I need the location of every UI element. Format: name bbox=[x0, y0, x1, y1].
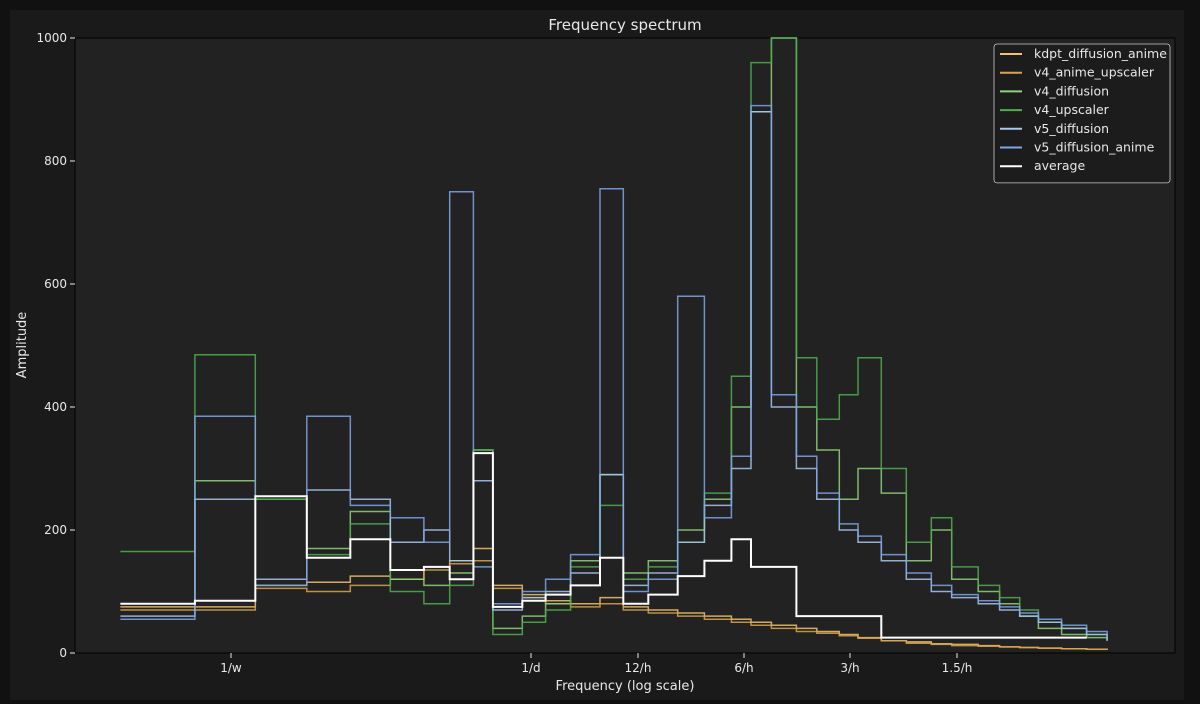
x-tick-label: 1.5/h bbox=[942, 661, 973, 675]
x-axis-label: Frequency (log scale) bbox=[556, 679, 695, 694]
x-tick-label: 6/h bbox=[734, 661, 753, 675]
x-tick-label: 3/h bbox=[840, 661, 859, 675]
legend-label: kdpt_diffusion_anime bbox=[1034, 46, 1167, 61]
x-tick-label: 12/h bbox=[625, 661, 652, 675]
y-tick-label: 1000 bbox=[36, 31, 67, 45]
legend-label: v4_anime_upscaler bbox=[1034, 65, 1155, 80]
y-tick-label: 600 bbox=[44, 277, 67, 291]
x-tick-label: 1/w bbox=[220, 661, 242, 675]
series-line-v5-diffusion-anime bbox=[120, 104, 1108, 638]
series-line-average bbox=[120, 452, 1087, 639]
legend-label: v5_diffusion_anime bbox=[1034, 140, 1155, 155]
series-line-v4-anime-upscaler bbox=[120, 560, 1108, 651]
y-tick-label: 200 bbox=[44, 523, 67, 537]
y-axis-ticks: 0 200 400 600 800 1000 bbox=[36, 31, 75, 660]
chart-title: Frequency spectrum bbox=[548, 16, 701, 34]
y-tick-label: 0 bbox=[59, 646, 67, 660]
y-tick-label: 400 bbox=[44, 400, 67, 414]
y-axis-label: Amplitude bbox=[15, 312, 30, 379]
plot-area bbox=[74, 37, 1176, 654]
legend: kdpt_diffusion_anime v4_anime_upscaler v4_… bbox=[993, 43, 1171, 184]
x-tick-label: 1/d bbox=[521, 661, 540, 675]
legend-label: v5_diffusion bbox=[1034, 121, 1109, 136]
legend-label: v4_upscaler bbox=[1034, 102, 1110, 117]
legend-box bbox=[993, 43, 1171, 184]
legend-label: average bbox=[1034, 158, 1085, 173]
y-tick-label: 800 bbox=[44, 154, 67, 168]
series-lines bbox=[120, 37, 1108, 651]
legend-label: v4_diffusion bbox=[1034, 83, 1109, 98]
x-axis-ticks: 1/w 1/d 12/h 6/h 3/h 1.5/h bbox=[220, 653, 972, 675]
